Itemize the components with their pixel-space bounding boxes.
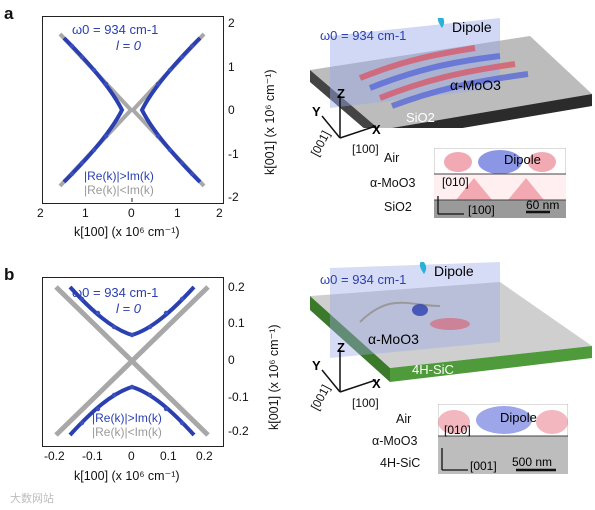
panel-b-dir-100: [100] bbox=[352, 396, 379, 410]
inset-b-moo3: α-MoO3 bbox=[372, 434, 418, 448]
sio2-substrate bbox=[391, 94, 592, 128]
panel-b-ytick: 0.1 bbox=[228, 316, 245, 330]
panel-a-legend-grey: |Re(k)|<Im(k) bbox=[84, 183, 154, 197]
blue-markers bbox=[69, 43, 195, 177]
svg-text:Y: Y bbox=[312, 104, 321, 119]
panel-a-material-label: α-MoO3 bbox=[450, 77, 501, 93]
dipole-icon bbox=[419, 262, 427, 274]
panel-b-ylabel: k[001] (x 10⁶ cm⁻¹) bbox=[267, 324, 281, 430]
inset-b-air: Air bbox=[396, 412, 412, 426]
blue-branch-left bbox=[62, 36, 125, 184]
panel-a-substrate-label: SiO2 bbox=[406, 110, 435, 125]
panel-a-dipole-label: Dipole bbox=[452, 19, 492, 35]
grey-branch-right bbox=[128, 285, 210, 437]
panel-a-xtick: 2 bbox=[37, 206, 44, 220]
panel-b-ytick: -0.1 bbox=[228, 390, 249, 404]
inset-a-field-map: [010] [100] 60 nm Dipole bbox=[434, 148, 566, 218]
panel-b-schematic-omega: ω0 = 934 cm-1 bbox=[320, 272, 406, 287]
panel-b-xlabel: k[100] (x 10⁶ cm⁻¹) bbox=[74, 469, 180, 483]
panel-a-xtick: 1 bbox=[82, 206, 89, 220]
panel-a-plot-frame bbox=[42, 16, 224, 204]
panel-a-label: a bbox=[4, 4, 14, 23]
panel-b-xtick: 0.1 bbox=[160, 449, 177, 463]
panel-a-ytick: 2 bbox=[228, 16, 235, 30]
panel-a-ylabel: k[001] (x 10⁶ cm⁻¹) bbox=[263, 69, 277, 175]
svg-text:Dipole: Dipole bbox=[504, 152, 541, 167]
panel-a-xtick: 2 bbox=[216, 206, 223, 220]
panel-b-ytick: -0.2 bbox=[228, 424, 249, 438]
panel-b-hyperbola-plot: ω0 = 934 cm-1 l = 0 |Re(k)|>Im(k) |Re(k)… bbox=[54, 285, 210, 439]
panel-b-label: b bbox=[4, 265, 15, 284]
panel-b-ytick: 0.2 bbox=[228, 280, 245, 294]
panel-b-legend-grey: |Re(k)|<Im(k) bbox=[92, 425, 162, 439]
svg-text:500 nm: 500 nm bbox=[512, 455, 552, 469]
svg-text:Dipole: Dipole bbox=[500, 410, 537, 425]
panel-a-l-label: l = 0 bbox=[116, 38, 142, 53]
blue-markers bbox=[79, 296, 185, 426]
moo3-slab bbox=[310, 36, 592, 128]
panel-a-ytick: 1 bbox=[228, 60, 235, 74]
hyperbolic-wavefronts bbox=[358, 45, 529, 109]
panel-b-coordinate-axes: Z Y X bbox=[312, 340, 381, 393]
panel-a-omega: ω0 = 934 cm-1 bbox=[72, 22, 158, 37]
panel-b-schematic: ω0 = 934 cm-1 Dipole α-MoO3 4H-SiC bbox=[310, 262, 592, 382]
panel-b-dipole-label: Dipole bbox=[434, 263, 474, 279]
inset-a-sio2: SiO2 bbox=[384, 200, 412, 214]
svg-text:X: X bbox=[372, 376, 381, 391]
svg-text:[010]: [010] bbox=[442, 175, 469, 189]
blue-branch-right bbox=[139, 36, 202, 184]
inset-b-field-map: [010] [001] 500 nm Dipole bbox=[438, 404, 568, 474]
panel-a-coordinate-axes: Z Y X bbox=[312, 86, 381, 139]
panel-a-ytick: -1 bbox=[228, 147, 239, 161]
svg-text:[010]: [010] bbox=[444, 423, 471, 437]
panel-b-xtick: 0.2 bbox=[196, 449, 213, 463]
panel-a-hyperbola-plot bbox=[58, 32, 206, 202]
dipole-icon bbox=[437, 18, 445, 28]
panel-b-ytick: 0 bbox=[228, 353, 235, 367]
panel-b-material-label: α-MoO3 bbox=[368, 331, 419, 347]
panel-b-legend-blue: |Re(k)|>Im(k) bbox=[92, 411, 162, 425]
panel-a-ytick: 0 bbox=[228, 103, 235, 117]
svg-text:60 nm: 60 nm bbox=[526, 198, 559, 212]
svg-text:Z: Z bbox=[337, 86, 345, 101]
svg-text:[001]: [001] bbox=[470, 459, 497, 473]
panel-b-substrate-label: 4H-SiC bbox=[412, 362, 454, 377]
panel-b-xtick: -0.1 bbox=[82, 449, 103, 463]
panel-b-xtick: -0.2 bbox=[44, 449, 65, 463]
panel-b-xtick: 0 bbox=[128, 449, 135, 463]
svg-text:Z: Z bbox=[337, 340, 345, 355]
svg-text:Y: Y bbox=[312, 358, 321, 373]
sic-substrate bbox=[390, 346, 592, 382]
svg-text:X: X bbox=[372, 122, 381, 137]
panel-b-l-label: l = 0 bbox=[116, 301, 142, 316]
panel-a-ytick: -2 bbox=[228, 190, 239, 204]
panel-a-schematic-omega: ω0 = 934 cm-1 bbox=[320, 28, 406, 43]
inset-a-moo3: α-MoO3 bbox=[370, 176, 416, 190]
panel-a-xlabel: k[100] (x 10⁶ cm⁻¹) bbox=[74, 225, 180, 239]
panel-a-schematic: ω0 = 934 cm-1 Dipole α-MoO3 SiO2 bbox=[310, 18, 592, 128]
panel-a-legend-blue: |Re(k)|>Im(k) bbox=[84, 169, 154, 183]
panel-b-omega: ω0 = 934 cm-1 bbox=[72, 285, 158, 300]
panel-a-xtick: 0 bbox=[128, 206, 135, 220]
panel-a-dir-100: [100] bbox=[352, 142, 379, 156]
watermark: 大数网站 bbox=[10, 493, 54, 505]
inset-b-sic: 4H-SiC bbox=[380, 456, 421, 470]
panel-a-xtick: 1 bbox=[174, 206, 181, 220]
panel-b-plot-frame bbox=[42, 277, 224, 447]
inset-a-air: Air bbox=[384, 151, 400, 165]
svg-text:[100]: [100] bbox=[468, 203, 495, 217]
